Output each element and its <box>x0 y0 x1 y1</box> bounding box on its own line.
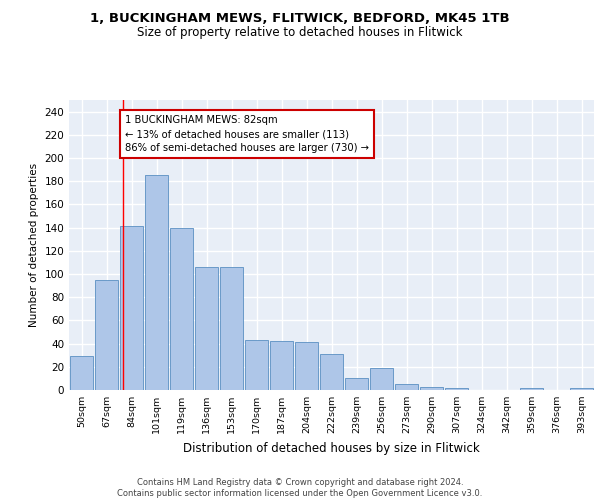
Bar <box>520 388 543 390</box>
Bar <box>570 388 593 390</box>
Bar <box>270 342 293 390</box>
Bar <box>95 280 118 390</box>
Text: 1, BUCKINGHAM MEWS, FLITWICK, BEDFORD, MK45 1TB: 1, BUCKINGHAM MEWS, FLITWICK, BEDFORD, M… <box>90 12 510 26</box>
X-axis label: Distribution of detached houses by size in Flitwick: Distribution of detached houses by size … <box>183 442 480 454</box>
Text: Contains HM Land Registry data © Crown copyright and database right 2024.
Contai: Contains HM Land Registry data © Crown c… <box>118 478 482 498</box>
Bar <box>70 356 93 390</box>
Bar <box>195 267 218 390</box>
Bar <box>145 176 168 390</box>
Text: Size of property relative to detached houses in Flitwick: Size of property relative to detached ho… <box>137 26 463 39</box>
Bar <box>320 354 343 390</box>
Bar <box>370 368 393 390</box>
Bar <box>445 388 468 390</box>
Text: 1 BUCKINGHAM MEWS: 82sqm
← 13% of detached houses are smaller (113)
86% of semi-: 1 BUCKINGHAM MEWS: 82sqm ← 13% of detach… <box>125 115 369 153</box>
Bar <box>220 267 243 390</box>
Bar <box>395 384 418 390</box>
Y-axis label: Number of detached properties: Number of detached properties <box>29 163 39 327</box>
Bar <box>120 226 143 390</box>
Bar <box>295 342 318 390</box>
Bar <box>245 340 268 390</box>
Bar <box>170 228 193 390</box>
Bar <box>345 378 368 390</box>
Bar <box>420 386 443 390</box>
